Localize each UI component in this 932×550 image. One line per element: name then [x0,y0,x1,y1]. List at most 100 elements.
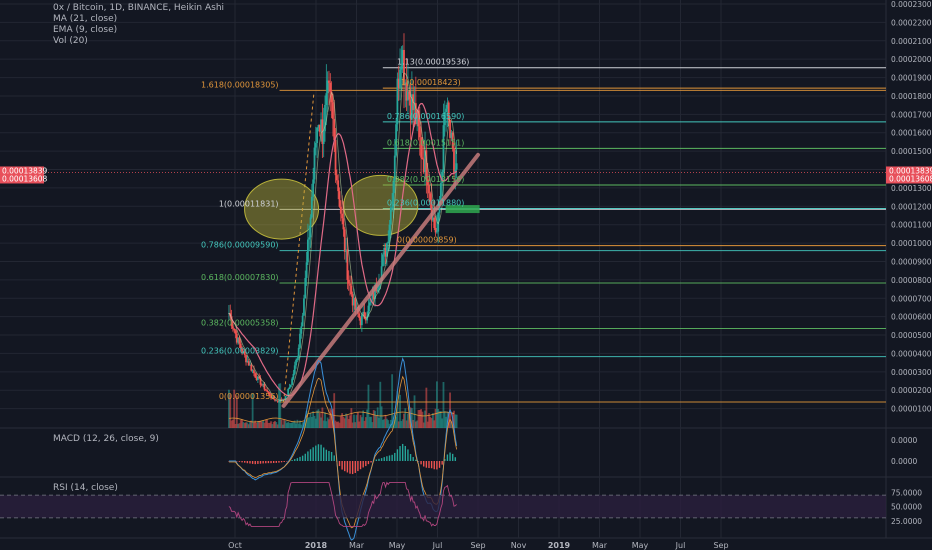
macd-histogram-bar [296,458,299,461]
fib-label-right: 0(0.00009859) [397,236,457,245]
candle-body [233,328,236,331]
price-tag-right [886,174,932,184]
fib-label-right: 0.618(0.00015151) [387,138,465,147]
volume-bar [438,411,441,428]
volume-bar [383,419,386,428]
candle-body [422,159,425,173]
candle-body [372,293,375,300]
time-axis[interactable]: Oct 2018 Mar May Jul Sep Nov 2019 Mar May Jul Sep [228,541,728,550]
volume-bar [342,416,345,428]
candle-body [262,384,265,385]
macd-histogram-bar [425,461,428,468]
candle-body [403,49,405,86]
candle-body [328,80,330,83]
macd-histogram-bar [301,455,304,461]
candle-body [346,249,349,280]
volume-bar [316,410,319,428]
macd-histogram-bar [412,457,414,461]
macd-tick-label: 0.0000 [891,457,917,466]
volume-bar [371,422,374,428]
volume-bar [330,410,333,428]
rsi-title[interactable]: RSI (14, close) [53,483,118,493]
candle-body [401,49,404,67]
price-tick-label: 0.00016000 [891,129,932,138]
candle-body [329,82,332,92]
candle-body [234,330,237,334]
macd-histogram-bar [238,461,241,462]
volume-bar [408,413,411,428]
macd-histogram-bar [236,461,238,462]
volume-bar [337,421,340,428]
candle-body [230,316,233,327]
macd-title[interactable]: MACD (12, 26, close, 9) [53,434,159,444]
indicator-vol[interactable]: Vol (20) [53,36,88,46]
volume-bar [421,411,424,428]
volume-bar [343,418,346,428]
candle-body [316,127,319,144]
macd-histogram-bar [241,461,243,463]
macd-histogram-bar [380,458,383,461]
macd-histogram-bar [312,447,314,461]
volume-bar [424,410,426,428]
volume-bar [258,421,261,428]
volume-bar [299,420,301,428]
trendline-stroke [281,152,480,408]
candle-body [283,399,286,401]
macd-histogram-bar [401,443,404,461]
candle-body [389,207,392,225]
candle-body [276,400,279,402]
candle-body [303,298,305,316]
volume-bar [354,422,357,428]
volume-bar [382,419,384,428]
macd-histogram-bar [449,452,451,461]
indicator-ema[interactable]: EMA (9, close) [53,25,118,35]
volume-bar [420,409,422,428]
price-tick-label: 0.00013000 [891,184,932,193]
volume-bar [301,422,304,428]
price-tag-right-text: 0.00013608 [889,174,932,183]
volume-bar [355,415,358,428]
price-axis[interactable]: 0.00001000 0.00002000 0.00003000 0.00004000… [0,0,932,414]
volume-bar [341,413,344,428]
volume-bar [263,422,266,428]
volume-bar [441,418,444,428]
candle-body [250,364,253,371]
price-tick-label: 0.00021000 [891,37,932,46]
candle-body [274,399,276,401]
indicator-ma[interactable]: MA (21, close) [53,14,118,24]
volume-bar [256,421,259,428]
candle-body [376,289,379,292]
macd-histogram-bar [322,447,325,461]
price-tag-left [0,166,44,176]
trendline[interactable] [281,152,480,408]
macd-histogram-bar [433,461,435,470]
volume-bar [372,410,375,428]
volume-bar [338,422,341,428]
green-target-box [445,205,480,214]
volume-bar [404,408,407,428]
volume-bar [395,416,397,428]
price-tick-label: 0.00011000 [891,221,932,230]
candle-body [239,343,242,349]
candle-body [247,361,250,366]
candle-body [413,103,416,111]
volume-bar [430,418,433,428]
volume-bar [280,419,283,428]
candle-body [362,311,365,315]
candle-body [293,365,296,374]
volume-bar [439,411,442,428]
chart-title[interactable]: 0x / Bitcoin, 1D, BINANCE, Heikin Ashi [53,3,225,13]
candle-body [368,302,371,306]
fib-label-left: 1(0.00011831) [219,199,279,208]
volume-bar [366,409,369,428]
candle-body [284,396,287,400]
candle-body [235,333,238,343]
volume-bar [357,411,359,428]
time-tick-label: Sep [713,541,728,550]
volume-bar [450,421,453,428]
macd-histogram-bar [267,461,270,464]
candle-body [243,351,246,356]
price-tick-label: 0.00010000 [891,239,932,248]
